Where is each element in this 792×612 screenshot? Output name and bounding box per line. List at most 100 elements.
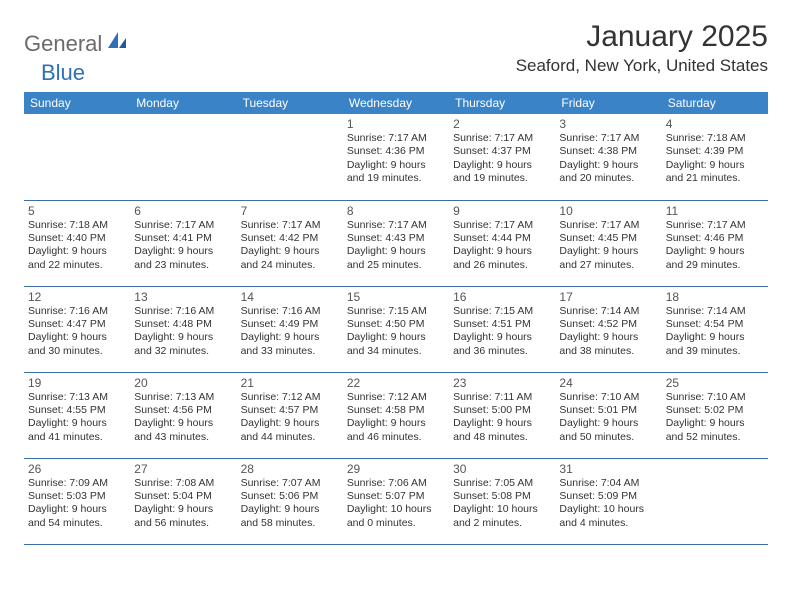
- calendar-cell: 27Sunrise: 7:08 AMSunset: 5:04 PMDayligh…: [130, 458, 236, 544]
- calendar-row: 26Sunrise: 7:09 AMSunset: 5:03 PMDayligh…: [24, 458, 768, 544]
- sunrise-text: Sunrise: 7:17 AM: [347, 132, 445, 145]
- day-details: Sunrise: 7:10 AMSunset: 5:02 PMDaylight:…: [666, 391, 764, 445]
- daylight-text: Daylight: 9 hours: [241, 503, 339, 516]
- calendar-cell: 1Sunrise: 7:17 AMSunset: 4:36 PMDaylight…: [343, 114, 449, 200]
- sunset-text: Sunset: 4:58 PM: [347, 404, 445, 417]
- day-number: 8: [347, 204, 445, 218]
- day-details: Sunrise: 7:15 AMSunset: 4:51 PMDaylight:…: [453, 305, 551, 359]
- daylight-text-2: and 24 minutes.: [241, 259, 339, 272]
- day-header: Tuesday: [237, 92, 343, 114]
- calendar-cell: 3Sunrise: 7:17 AMSunset: 4:38 PMDaylight…: [555, 114, 661, 200]
- day-details: Sunrise: 7:18 AMSunset: 4:40 PMDaylight:…: [28, 219, 126, 273]
- day-details: Sunrise: 7:11 AMSunset: 5:00 PMDaylight:…: [453, 391, 551, 445]
- sunrise-text: Sunrise: 7:07 AM: [241, 477, 339, 490]
- calendar-cell: 29Sunrise: 7:06 AMSunset: 5:07 PMDayligh…: [343, 458, 449, 544]
- sunrise-text: Sunrise: 7:17 AM: [559, 132, 657, 145]
- day-number: 9: [453, 204, 551, 218]
- calendar-cell: 9Sunrise: 7:17 AMSunset: 4:44 PMDaylight…: [449, 200, 555, 286]
- daylight-text: Daylight: 9 hours: [453, 159, 551, 172]
- calendar-cell: 18Sunrise: 7:14 AMSunset: 4:54 PMDayligh…: [662, 286, 768, 372]
- day-number: 13: [134, 290, 232, 304]
- daylight-text-2: and 19 minutes.: [453, 172, 551, 185]
- daylight-text: Daylight: 9 hours: [347, 417, 445, 430]
- daylight-text: Daylight: 9 hours: [666, 245, 764, 258]
- daylight-text-2: and 29 minutes.: [666, 259, 764, 272]
- day-number: 19: [28, 376, 126, 390]
- daylight-text-2: and 48 minutes.: [453, 431, 551, 444]
- day-number: 26: [28, 462, 126, 476]
- sunset-text: Sunset: 4:48 PM: [134, 318, 232, 331]
- calendar-cell: 11Sunrise: 7:17 AMSunset: 4:46 PMDayligh…: [662, 200, 768, 286]
- daylight-text: Daylight: 9 hours: [559, 159, 657, 172]
- daylight-text-2: and 34 minutes.: [347, 345, 445, 358]
- sunrise-text: Sunrise: 7:06 AM: [347, 477, 445, 490]
- sunset-text: Sunset: 4:45 PM: [559, 232, 657, 245]
- calendar-page: General January 2025 Seaford, New York, …: [0, 0, 792, 557]
- calendar-cell: 17Sunrise: 7:14 AMSunset: 4:52 PMDayligh…: [555, 286, 661, 372]
- calendar-cell: 8Sunrise: 7:17 AMSunset: 4:43 PMDaylight…: [343, 200, 449, 286]
- calendar-cell: 25Sunrise: 7:10 AMSunset: 5:02 PMDayligh…: [662, 372, 768, 458]
- calendar-cell: [130, 114, 236, 200]
- calendar-cell: 24Sunrise: 7:10 AMSunset: 5:01 PMDayligh…: [555, 372, 661, 458]
- day-details: Sunrise: 7:14 AMSunset: 4:52 PMDaylight:…: [559, 305, 657, 359]
- calendar-row: 12Sunrise: 7:16 AMSunset: 4:47 PMDayligh…: [24, 286, 768, 372]
- day-number: 3: [559, 117, 657, 131]
- calendar-cell: 4Sunrise: 7:18 AMSunset: 4:39 PMDaylight…: [662, 114, 768, 200]
- sunrise-text: Sunrise: 7:08 AM: [134, 477, 232, 490]
- daylight-text: Daylight: 9 hours: [559, 331, 657, 344]
- sunset-text: Sunset: 4:49 PM: [241, 318, 339, 331]
- day-details: Sunrise: 7:17 AMSunset: 4:43 PMDaylight:…: [347, 219, 445, 273]
- daylight-text-2: and 33 minutes.: [241, 345, 339, 358]
- sunrise-text: Sunrise: 7:04 AM: [559, 477, 657, 490]
- daylight-text: Daylight: 9 hours: [453, 245, 551, 258]
- day-number: 1: [347, 117, 445, 131]
- day-details: Sunrise: 7:12 AMSunset: 4:57 PMDaylight:…: [241, 391, 339, 445]
- sunset-text: Sunset: 5:04 PM: [134, 490, 232, 503]
- sunset-text: Sunset: 4:56 PM: [134, 404, 232, 417]
- calendar-cell: [24, 114, 130, 200]
- sunset-text: Sunset: 4:38 PM: [559, 145, 657, 158]
- month-title: January 2025: [516, 20, 768, 54]
- daylight-text: Daylight: 9 hours: [28, 417, 126, 430]
- day-number: 27: [134, 462, 232, 476]
- sunset-text: Sunset: 4:43 PM: [347, 232, 445, 245]
- day-details: Sunrise: 7:15 AMSunset: 4:50 PMDaylight:…: [347, 305, 445, 359]
- daylight-text: Daylight: 9 hours: [134, 245, 232, 258]
- day-number: 16: [453, 290, 551, 304]
- daylight-text: Daylight: 9 hours: [347, 331, 445, 344]
- title-block: January 2025 Seaford, New York, United S…: [516, 20, 768, 76]
- daylight-text: Daylight: 9 hours: [666, 159, 764, 172]
- sunrise-text: Sunrise: 7:05 AM: [453, 477, 551, 490]
- day-details: Sunrise: 7:07 AMSunset: 5:06 PMDaylight:…: [241, 477, 339, 531]
- daylight-text-2: and 30 minutes.: [28, 345, 126, 358]
- sunset-text: Sunset: 5:02 PM: [666, 404, 764, 417]
- calendar-cell: 13Sunrise: 7:16 AMSunset: 4:48 PMDayligh…: [130, 286, 236, 372]
- sunset-text: Sunset: 4:57 PM: [241, 404, 339, 417]
- sunset-text: Sunset: 4:40 PM: [28, 232, 126, 245]
- day-number: 7: [241, 204, 339, 218]
- sunrise-text: Sunrise: 7:15 AM: [347, 305, 445, 318]
- sunrise-text: Sunrise: 7:15 AM: [453, 305, 551, 318]
- day-details: Sunrise: 7:05 AMSunset: 5:08 PMDaylight:…: [453, 477, 551, 531]
- sunset-text: Sunset: 5:01 PM: [559, 404, 657, 417]
- sunrise-text: Sunrise: 7:16 AM: [28, 305, 126, 318]
- daylight-text-2: and 36 minutes.: [453, 345, 551, 358]
- daylight-text: Daylight: 10 hours: [453, 503, 551, 516]
- daylight-text: Daylight: 10 hours: [347, 503, 445, 516]
- calendar-cell: 26Sunrise: 7:09 AMSunset: 5:03 PMDayligh…: [24, 458, 130, 544]
- daylight-text-2: and 41 minutes.: [28, 431, 126, 444]
- sunset-text: Sunset: 4:51 PM: [453, 318, 551, 331]
- daylight-text-2: and 46 minutes.: [347, 431, 445, 444]
- calendar-cell: 23Sunrise: 7:11 AMSunset: 5:00 PMDayligh…: [449, 372, 555, 458]
- daylight-text-2: and 27 minutes.: [559, 259, 657, 272]
- daylight-text-2: and 19 minutes.: [347, 172, 445, 185]
- sunrise-text: Sunrise: 7:14 AM: [666, 305, 764, 318]
- sunrise-text: Sunrise: 7:17 AM: [241, 219, 339, 232]
- day-details: Sunrise: 7:09 AMSunset: 5:03 PMDaylight:…: [28, 477, 126, 531]
- sunrise-text: Sunrise: 7:16 AM: [241, 305, 339, 318]
- day-details: Sunrise: 7:16 AMSunset: 4:47 PMDaylight:…: [28, 305, 126, 359]
- day-header: Thursday: [449, 92, 555, 114]
- daylight-text-2: and 56 minutes.: [134, 517, 232, 530]
- daylight-text-2: and 38 minutes.: [559, 345, 657, 358]
- daylight-text-2: and 52 minutes.: [666, 431, 764, 444]
